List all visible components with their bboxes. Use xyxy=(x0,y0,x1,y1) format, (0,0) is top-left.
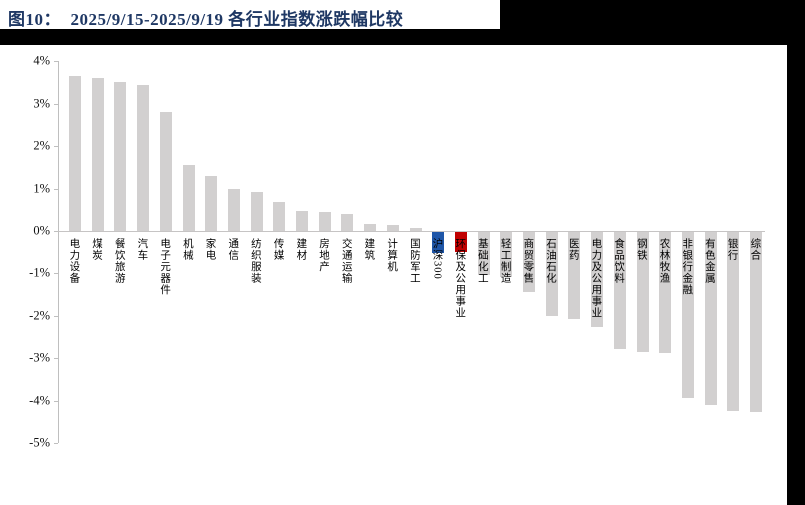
category-label: 建材 xyxy=(295,238,307,261)
bar xyxy=(681,232,694,399)
bar xyxy=(91,78,104,231)
y-tick-mark xyxy=(54,443,58,444)
category-label: 商贸零售 xyxy=(522,238,534,284)
y-tick-mark xyxy=(54,315,58,317)
bar xyxy=(273,202,286,231)
y-axis-line xyxy=(58,61,59,443)
y-tick-mark xyxy=(54,146,58,148)
category-label: 有色金属 xyxy=(703,238,715,284)
y-tick-label: 1% xyxy=(33,181,50,196)
category-label: 煤炭 xyxy=(91,238,103,261)
bar xyxy=(409,228,422,231)
category-label: 钢铁 xyxy=(635,238,647,261)
bar xyxy=(137,84,150,231)
bar xyxy=(182,165,195,231)
y-tick-label: -1% xyxy=(29,265,50,280)
bar xyxy=(750,232,762,412)
viewer-dark-area-top xyxy=(500,0,787,29)
category-label: 计算机 xyxy=(386,238,398,273)
y-tick-label: -3% xyxy=(29,350,50,365)
y-tick-mark xyxy=(54,61,58,63)
bar xyxy=(69,76,81,231)
category-label: 电子元器件 xyxy=(159,238,171,296)
bar xyxy=(477,232,490,276)
bar xyxy=(205,175,218,231)
industry-change-bar-chart: 4% 3% 2% 1% 0% -1% -2% -3% -4% -5% 电力设备 煤炭 餐饮旅游 汽车 电子元… xyxy=(0,45,787,505)
bar xyxy=(341,214,354,231)
bar xyxy=(523,232,535,293)
y-tick-mark xyxy=(54,358,58,360)
category-label: 房地产 xyxy=(318,238,330,273)
category-label: 机械 xyxy=(181,238,193,261)
category-label: 基础化工 xyxy=(476,238,488,284)
bar xyxy=(386,225,399,231)
y-tick-label: -5% xyxy=(29,435,50,450)
category-label: 农林牧渔 xyxy=(658,238,670,284)
y-tick-mark xyxy=(54,231,58,232)
category-label: 沪深300 xyxy=(431,238,443,280)
category-label: 医药 xyxy=(567,238,579,261)
category-label: 非银行金融 xyxy=(681,238,693,296)
category-label: 交通运输 xyxy=(340,238,352,284)
y-tick-label: 3% xyxy=(33,96,50,111)
bar xyxy=(659,232,672,354)
y-tick-mark xyxy=(54,103,58,105)
category-label: 石油石化 xyxy=(545,238,557,284)
category-label: 食品饮料 xyxy=(613,238,625,284)
category-label: 综合 xyxy=(749,238,761,261)
category-label: 环保及公用事业 xyxy=(454,238,466,319)
bar-highlight-沪深300 xyxy=(432,232,445,254)
y-tick-label: 4% xyxy=(33,53,50,68)
bar xyxy=(364,223,377,231)
y-tick-mark xyxy=(54,188,58,190)
bar xyxy=(591,232,604,328)
category-label: 家电 xyxy=(204,238,216,261)
bar xyxy=(613,232,626,350)
category-label: 汽车 xyxy=(136,238,148,261)
y-tick-label: 0% xyxy=(33,223,50,238)
y-tick-mark xyxy=(54,400,58,402)
title-divider-band xyxy=(0,29,787,45)
bar xyxy=(318,212,331,231)
category-label: 银行 xyxy=(726,238,738,261)
category-label: 轻工制造 xyxy=(499,238,511,284)
y-tick-label: 2% xyxy=(33,138,50,153)
bar xyxy=(545,232,558,316)
zero-baseline xyxy=(58,231,765,232)
bar xyxy=(296,210,308,231)
bar xyxy=(727,232,740,411)
y-tick-label: -2% xyxy=(29,308,50,323)
category-label: 通信 xyxy=(227,238,239,261)
category-label: 建筑 xyxy=(363,238,375,261)
bar xyxy=(250,191,263,231)
viewer-dark-area-right xyxy=(787,0,805,505)
bar xyxy=(568,232,581,319)
category-label: 电力及公用事业 xyxy=(590,238,602,319)
category-label: 国防军工 xyxy=(408,238,420,284)
bar xyxy=(636,232,649,353)
y-tick-label: -4% xyxy=(29,393,50,408)
bar xyxy=(159,112,172,231)
category-label: 纺织服装 xyxy=(249,238,261,284)
category-label: 传媒 xyxy=(272,238,284,261)
bar-highlight-环保及公用事业 xyxy=(454,232,467,253)
bar xyxy=(114,81,127,231)
figure-title: 图10： 2025/9/15-2025/9/19 各行业指数涨跌幅比较 xyxy=(8,10,404,29)
bar xyxy=(704,232,717,405)
category-label: 餐饮旅游 xyxy=(113,238,125,284)
bar xyxy=(227,188,240,231)
y-tick-mark xyxy=(54,273,58,275)
bar xyxy=(500,232,513,278)
category-label: 电力设备 xyxy=(68,238,80,284)
